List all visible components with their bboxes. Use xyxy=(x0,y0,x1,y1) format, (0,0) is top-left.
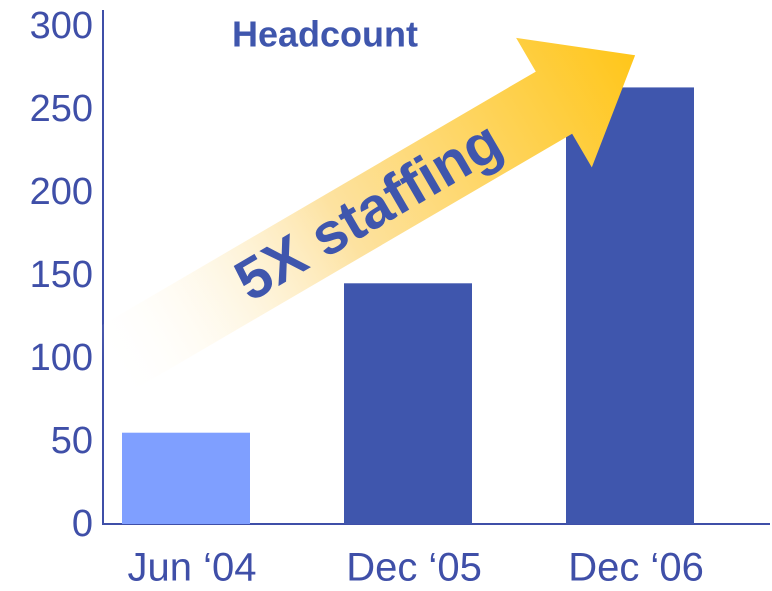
y-tick-label: 300 xyxy=(30,5,93,47)
y-tick-label: 0 xyxy=(72,503,93,545)
x-tick-label: Dec ‘06 xyxy=(568,546,704,590)
y-tick-label: 200 xyxy=(30,171,93,213)
bar xyxy=(566,87,694,525)
x-tick-label: Jun ‘04 xyxy=(128,546,257,590)
y-tick-label: 50 xyxy=(51,420,93,462)
chart-title: Headcount xyxy=(232,14,418,55)
y-tick-label: 250 xyxy=(30,88,93,130)
annotation: 5X staffing xyxy=(224,108,513,314)
bar xyxy=(344,283,472,524)
bar xyxy=(122,432,250,524)
y-tick-label: 100 xyxy=(30,337,93,379)
bars xyxy=(122,87,694,525)
arrow xyxy=(86,37,636,397)
x-tick-label: Dec ‘05 xyxy=(346,546,482,590)
y-tick-label: 150 xyxy=(30,254,93,296)
